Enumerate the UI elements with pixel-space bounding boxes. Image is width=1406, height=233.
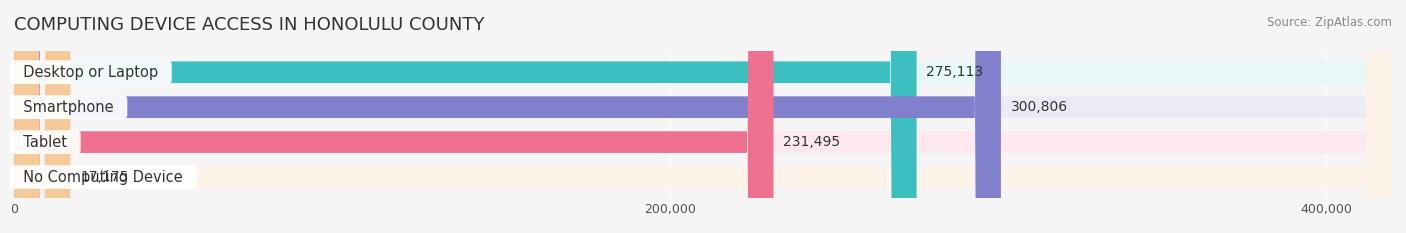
FancyBboxPatch shape [14, 0, 1001, 233]
Text: Smartphone: Smartphone [14, 100, 122, 115]
Text: 300,806: 300,806 [1011, 100, 1069, 114]
Text: Tablet: Tablet [14, 135, 76, 150]
FancyBboxPatch shape [14, 0, 1392, 233]
FancyBboxPatch shape [14, 0, 1392, 233]
Text: No Computing Device: No Computing Device [14, 170, 193, 185]
Text: COMPUTING DEVICE ACCESS IN HONOLULU COUNTY: COMPUTING DEVICE ACCESS IN HONOLULU COUN… [14, 16, 485, 34]
FancyBboxPatch shape [14, 0, 1392, 233]
Text: Desktop or Laptop: Desktop or Laptop [14, 65, 167, 80]
FancyBboxPatch shape [14, 0, 70, 233]
Text: 275,113: 275,113 [927, 65, 984, 79]
Text: 17,175: 17,175 [80, 170, 128, 184]
FancyBboxPatch shape [14, 0, 773, 233]
Text: Source: ZipAtlas.com: Source: ZipAtlas.com [1267, 16, 1392, 29]
FancyBboxPatch shape [14, 0, 1392, 233]
FancyBboxPatch shape [14, 0, 917, 233]
Text: 231,495: 231,495 [783, 135, 841, 149]
